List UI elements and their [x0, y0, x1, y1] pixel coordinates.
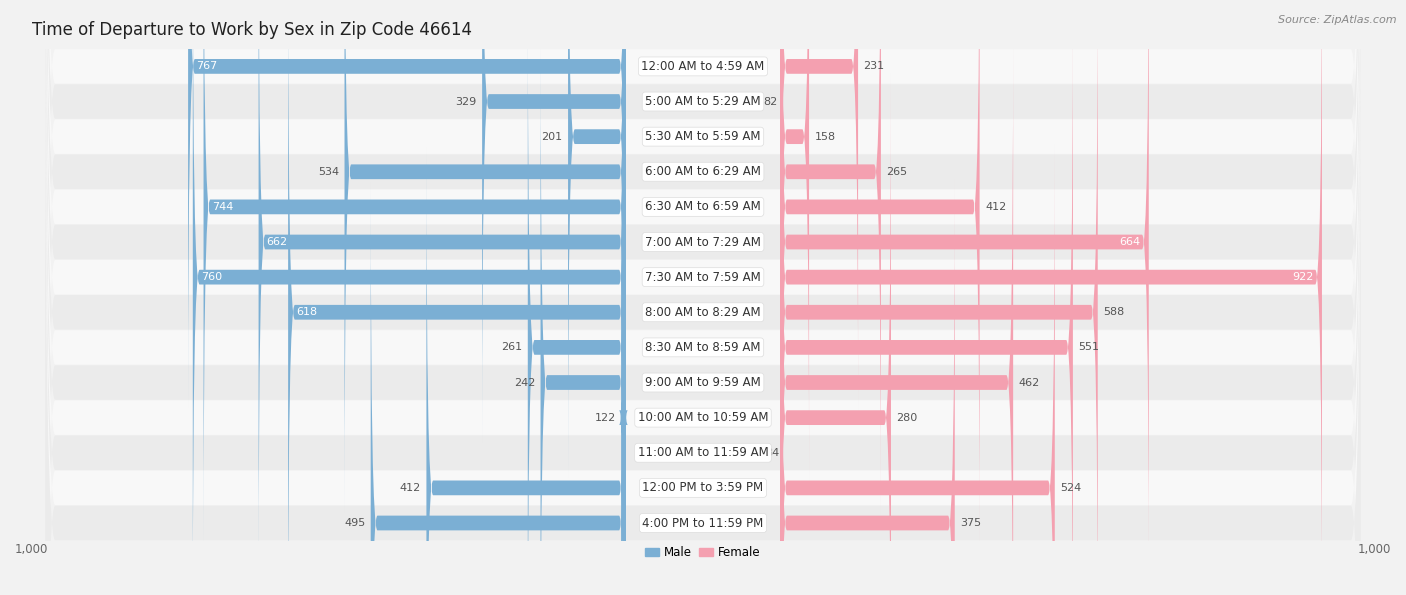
Text: 201: 201	[541, 131, 562, 142]
Text: 6:00 AM to 6:29 AM: 6:00 AM to 6:29 AM	[645, 165, 761, 178]
Text: Time of Departure to Work by Sex in Zip Code 46614: Time of Departure to Work by Sex in Zip …	[32, 21, 471, 39]
Text: 84: 84	[765, 448, 779, 458]
Text: 280: 280	[897, 413, 918, 422]
FancyBboxPatch shape	[780, 4, 1073, 595]
Text: 9:00 AM to 9:59 AM: 9:00 AM to 9:59 AM	[645, 376, 761, 389]
FancyBboxPatch shape	[780, 0, 858, 411]
Text: 6:30 AM to 6:59 AM: 6:30 AM to 6:59 AM	[645, 201, 761, 214]
FancyBboxPatch shape	[259, 0, 626, 586]
FancyBboxPatch shape	[45, 0, 1361, 595]
FancyBboxPatch shape	[780, 0, 882, 516]
FancyBboxPatch shape	[45, 0, 1361, 595]
Text: 588: 588	[1104, 307, 1125, 317]
FancyBboxPatch shape	[780, 179, 955, 595]
Text: 12:00 PM to 3:59 PM: 12:00 PM to 3:59 PM	[643, 481, 763, 494]
Text: 265: 265	[886, 167, 907, 177]
Text: 551: 551	[1078, 342, 1099, 352]
FancyBboxPatch shape	[45, 0, 1361, 576]
FancyBboxPatch shape	[344, 0, 626, 516]
FancyBboxPatch shape	[45, 0, 1361, 595]
FancyBboxPatch shape	[371, 179, 626, 595]
Text: 261: 261	[502, 342, 523, 352]
Text: 664: 664	[1119, 237, 1140, 247]
Text: 82: 82	[763, 96, 778, 107]
FancyBboxPatch shape	[780, 0, 1149, 586]
Text: 462: 462	[1018, 377, 1040, 387]
Text: Source: ZipAtlas.com: Source: ZipAtlas.com	[1278, 15, 1396, 25]
Text: 760: 760	[201, 272, 222, 282]
Text: 375: 375	[960, 518, 981, 528]
FancyBboxPatch shape	[568, 0, 626, 481]
Text: 7:00 AM to 7:29 AM: 7:00 AM to 7:29 AM	[645, 236, 761, 249]
FancyBboxPatch shape	[45, 0, 1361, 595]
FancyBboxPatch shape	[45, 0, 1361, 595]
Text: 744: 744	[211, 202, 233, 212]
FancyBboxPatch shape	[780, 39, 1014, 595]
FancyBboxPatch shape	[288, 0, 626, 595]
Text: 5:00 AM to 5:29 AM: 5:00 AM to 5:29 AM	[645, 95, 761, 108]
Text: 767: 767	[197, 61, 218, 71]
Text: 329: 329	[456, 96, 477, 107]
FancyBboxPatch shape	[204, 0, 626, 551]
Text: 7:30 AM to 7:59 AM: 7:30 AM to 7:59 AM	[645, 271, 761, 284]
Text: 158: 158	[814, 131, 835, 142]
Text: 662: 662	[267, 237, 288, 247]
Text: 231: 231	[863, 61, 884, 71]
Text: 242: 242	[513, 377, 536, 387]
FancyBboxPatch shape	[540, 39, 626, 595]
Text: 495: 495	[344, 518, 366, 528]
Text: 8:30 AM to 8:59 AM: 8:30 AM to 8:59 AM	[645, 341, 761, 354]
Text: 122: 122	[595, 413, 616, 422]
FancyBboxPatch shape	[780, 0, 980, 551]
FancyBboxPatch shape	[780, 0, 1322, 595]
Text: 12:00 AM to 4:59 AM: 12:00 AM to 4:59 AM	[641, 60, 765, 73]
FancyBboxPatch shape	[780, 0, 1098, 595]
FancyBboxPatch shape	[45, 0, 1361, 595]
Text: 524: 524	[1060, 483, 1081, 493]
Text: 618: 618	[297, 307, 318, 317]
FancyBboxPatch shape	[780, 144, 1054, 595]
Text: 534: 534	[318, 167, 339, 177]
FancyBboxPatch shape	[45, 0, 1361, 595]
FancyBboxPatch shape	[780, 74, 891, 595]
FancyBboxPatch shape	[188, 0, 626, 411]
FancyBboxPatch shape	[45, 0, 1361, 595]
Text: 412: 412	[399, 483, 420, 493]
FancyBboxPatch shape	[45, 0, 1361, 595]
Text: 5:30 AM to 5:59 AM: 5:30 AM to 5:59 AM	[645, 130, 761, 143]
FancyBboxPatch shape	[482, 0, 626, 446]
Text: 11:00 AM to 11:59 AM: 11:00 AM to 11:59 AM	[638, 446, 768, 459]
FancyBboxPatch shape	[193, 0, 626, 595]
Text: 8:00 AM to 8:29 AM: 8:00 AM to 8:29 AM	[645, 306, 761, 319]
FancyBboxPatch shape	[45, 13, 1361, 595]
FancyBboxPatch shape	[527, 4, 626, 595]
Text: 412: 412	[986, 202, 1007, 212]
Text: 47: 47	[652, 448, 666, 458]
FancyBboxPatch shape	[45, 0, 1361, 595]
Legend: Male, Female: Male, Female	[641, 541, 765, 564]
FancyBboxPatch shape	[45, 0, 1361, 595]
FancyBboxPatch shape	[619, 74, 628, 595]
Text: 4:00 PM to 11:59 PM: 4:00 PM to 11:59 PM	[643, 516, 763, 530]
Text: 10:00 AM to 10:59 AM: 10:00 AM to 10:59 AM	[638, 411, 768, 424]
FancyBboxPatch shape	[45, 0, 1361, 595]
FancyBboxPatch shape	[426, 144, 626, 595]
FancyBboxPatch shape	[780, 0, 808, 481]
Text: 922: 922	[1292, 272, 1313, 282]
